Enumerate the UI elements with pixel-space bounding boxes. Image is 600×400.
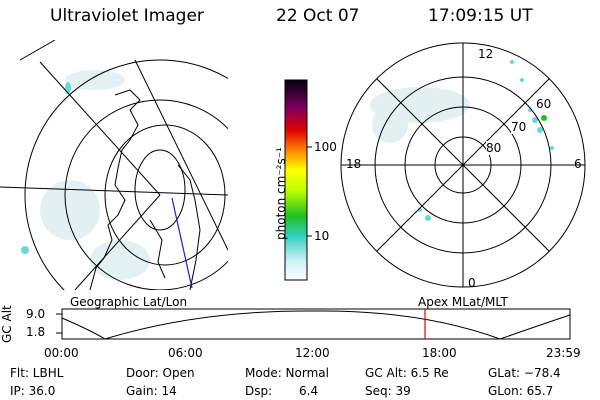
timeline-xtick-1: 06:00	[168, 346, 203, 360]
mlt-label-0: 0	[468, 276, 476, 290]
mlt-label-6: 6	[574, 157, 582, 171]
status-ip: IP: 36.0	[10, 384, 56, 398]
timeline-xtick-0: 00:00	[44, 346, 79, 360]
status-glat: GLat: −78.4	[488, 366, 561, 380]
instrument-title: Ultraviolet Imager	[50, 6, 204, 26]
time-label: 17:09:15 UT	[428, 6, 533, 26]
timeline-ytick-max: 9.0	[26, 307, 46, 321]
date-label: 22 Oct 07	[276, 6, 360, 26]
status-filter: Flt: LBHL	[10, 366, 64, 380]
status-dsp-label: Dsp:	[245, 384, 273, 398]
timeline-xtick-3: 18:00	[422, 346, 457, 360]
status-gc-alt: GC Alt: 6.5 Re	[365, 366, 449, 380]
status-gain: Gain: 14	[126, 384, 177, 398]
lat-label-80: 80	[486, 141, 502, 155]
timeline-frame	[61, 308, 571, 340]
timeline-left-caption: Geographic Lat/Lon	[70, 295, 188, 309]
mlt-label-18: 18	[346, 157, 362, 171]
timeline-xtick-2: 12:00	[295, 346, 330, 360]
colorbar-tick-10: 10	[314, 229, 330, 243]
status-glon: GLon: 65.7	[488, 384, 554, 398]
lat-label-70: 70	[511, 120, 527, 134]
status-seq: Seq: 39	[365, 384, 411, 398]
altitude-curve	[61, 310, 571, 340]
timeline-right-caption: Apex MLat/MLT	[418, 295, 508, 309]
status-dsp-value: 6.4	[299, 384, 319, 398]
mlt-label-12: 12	[478, 47, 494, 61]
status-mode: Mode: Normal	[245, 366, 329, 380]
lat-label-60: 60	[536, 97, 552, 111]
status-door: Door: Open	[126, 366, 195, 380]
timeline-ytick-min: 1.8	[26, 325, 46, 339]
timeline-xtick-4: 23:59	[546, 346, 581, 360]
colorbar-tick-100: 100	[314, 140, 337, 154]
